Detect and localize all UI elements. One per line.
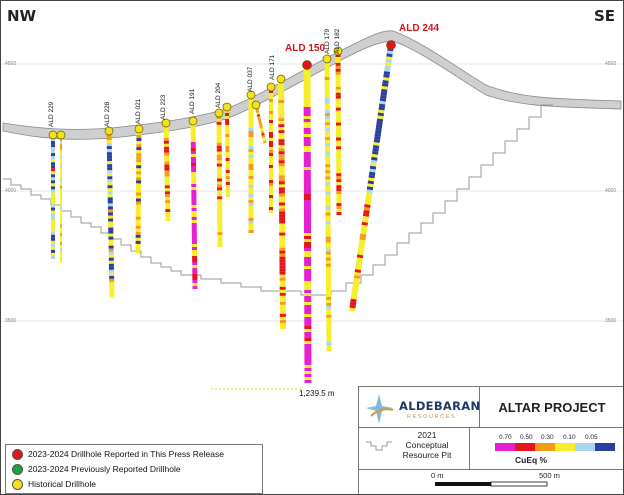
pit-legend-text: 2021 Conceptual Resource Pit — [391, 430, 463, 460]
hole-label-ald228: ALD 228 — [104, 101, 111, 127]
hole-label-ald150: ALD 150 — [285, 43, 326, 54]
elevation-label-right-2: 4000 — [605, 188, 617, 194]
hole-label-ald021: ALD 021 — [135, 98, 142, 124]
conceptual-pit-outline — [3, 104, 553, 296]
drillhole-legend: 2023-2024 Drillhole Reported in This Pre… — [5, 444, 263, 494]
cb-label-030: 0.30 — [541, 434, 554, 441]
star-logo-icon — [366, 394, 394, 424]
hole-label-ald229: ALD 229 — [48, 101, 55, 127]
collar-marker-historical — [246, 90, 256, 100]
direction-se: SE — [593, 7, 615, 25]
collar-marker-historical — [56, 130, 66, 140]
legend-label-historical: Historical Drillhole — [28, 479, 97, 489]
elevation-label-right-3: 3500 — [605, 318, 617, 324]
collar-marker-historical — [134, 124, 144, 134]
cb-label-070: 0.70 — [499, 434, 512, 441]
colorbar-swatches — [495, 443, 615, 451]
hole-label-ald191: ALD 191 — [189, 88, 196, 114]
collar-marker-historical — [266, 82, 276, 92]
scale-start-label: 0 m — [431, 471, 444, 480]
collar-marker-historical — [48, 130, 58, 140]
pit-legend: 2021 Conceptual Resource Pit — [359, 427, 470, 470]
collar-marker-historical — [333, 46, 343, 56]
collar-marker-historical — [214, 108, 224, 118]
colorbar-unit: CuEq % — [515, 455, 548, 465]
collar-marker-historical — [161, 118, 171, 128]
cb-label-010: 0.10 — [563, 434, 576, 441]
collars-group — [48, 40, 396, 140]
pit-year: 2021 — [417, 430, 437, 440]
hole-label-ald037: ALD 037 — [247, 66, 254, 92]
colorbar-swatch — [595, 443, 615, 451]
collar-marker-historical — [222, 102, 232, 112]
pit-line2: Resource Pit — [402, 450, 452, 460]
cb-label-050: 0.50 — [520, 434, 533, 441]
scale-end-label: 500 m — [539, 471, 560, 480]
legend-label-current: 2023-2024 Drillhole Reported in This Pre… — [28, 449, 224, 459]
colorbar-swatch — [555, 443, 575, 451]
hole-label-ald182: ALD 182 — [334, 28, 341, 54]
hole-label-ald244: ALD 244 — [399, 23, 440, 34]
legend-item-historical: Historical Drillhole — [12, 477, 96, 491]
pit-step-icon — [366, 441, 392, 451]
legend-yellow-dot — [12, 478, 23, 490]
colorbar-swatch — [515, 443, 535, 451]
collar-marker-current — [386, 40, 396, 50]
elevation-label-left-2: 4000 — [5, 188, 17, 194]
colorbar-swatch — [535, 443, 555, 451]
colorbar-swatch — [575, 443, 595, 451]
hole-label-ald204: ALD 204 — [215, 82, 222, 108]
collar-marker-historical — [251, 100, 261, 110]
elevation-gridlines — [1, 63, 623, 322]
legend-red-dot — [12, 448, 23, 460]
collar-marker-historical — [104, 126, 114, 136]
elevation-label-right-1: 4500 — [605, 61, 617, 67]
company-name: ALDEBARAN — [399, 399, 481, 413]
company-logo: ALDEBARAN RESOURCES — [363, 391, 480, 427]
legend-green-dot — [12, 463, 23, 475]
collar-marker-historical — [188, 116, 198, 126]
direction-nw: NW — [7, 7, 37, 25]
collar-marker-historical — [322, 54, 332, 64]
legend-label-previous: 2023-2024 Previously Reported Drillhole — [28, 464, 181, 474]
elevation-label-left-1: 4500 — [5, 61, 17, 67]
cb-label-005: 0.05 — [585, 434, 598, 441]
collar-marker-current — [302, 60, 312, 70]
hole-label-ald223: ALD 223 — [160, 94, 167, 120]
elevation-label-left-3: 3500 — [5, 318, 17, 324]
cueq-colorbar: 0.70 0.50 0.30 0.10 0.05 CuEq % — [469, 427, 623, 470]
legend-item-previous: 2023-2024 Previously Reported Drillhole — [12, 462, 181, 476]
pit-line1: Conceptual — [405, 440, 449, 450]
collar-marker-historical — [276, 74, 286, 84]
company-subtitle: RESOURCES — [407, 414, 457, 420]
drillholes-group — [51, 44, 394, 384]
scale-bar-graphic — [435, 481, 548, 487]
legend-item-current: 2023-2024 Drillhole Reported in This Pre… — [12, 447, 224, 461]
hole-label-ald171: ALD 171 — [269, 54, 276, 80]
hole-label-ald179: ALD 179 — [324, 28, 331, 54]
project-title: ALTAR PROJECT — [479, 387, 623, 427]
depth-label: 1,239.5 m — [299, 389, 335, 398]
project-legend: ALDEBARAN RESOURCES ALTAR PROJECT 2021 C… — [358, 386, 623, 494]
colorbar-swatch — [495, 443, 515, 451]
scale-bar: 0 m 500 m — [359, 469, 623, 494]
